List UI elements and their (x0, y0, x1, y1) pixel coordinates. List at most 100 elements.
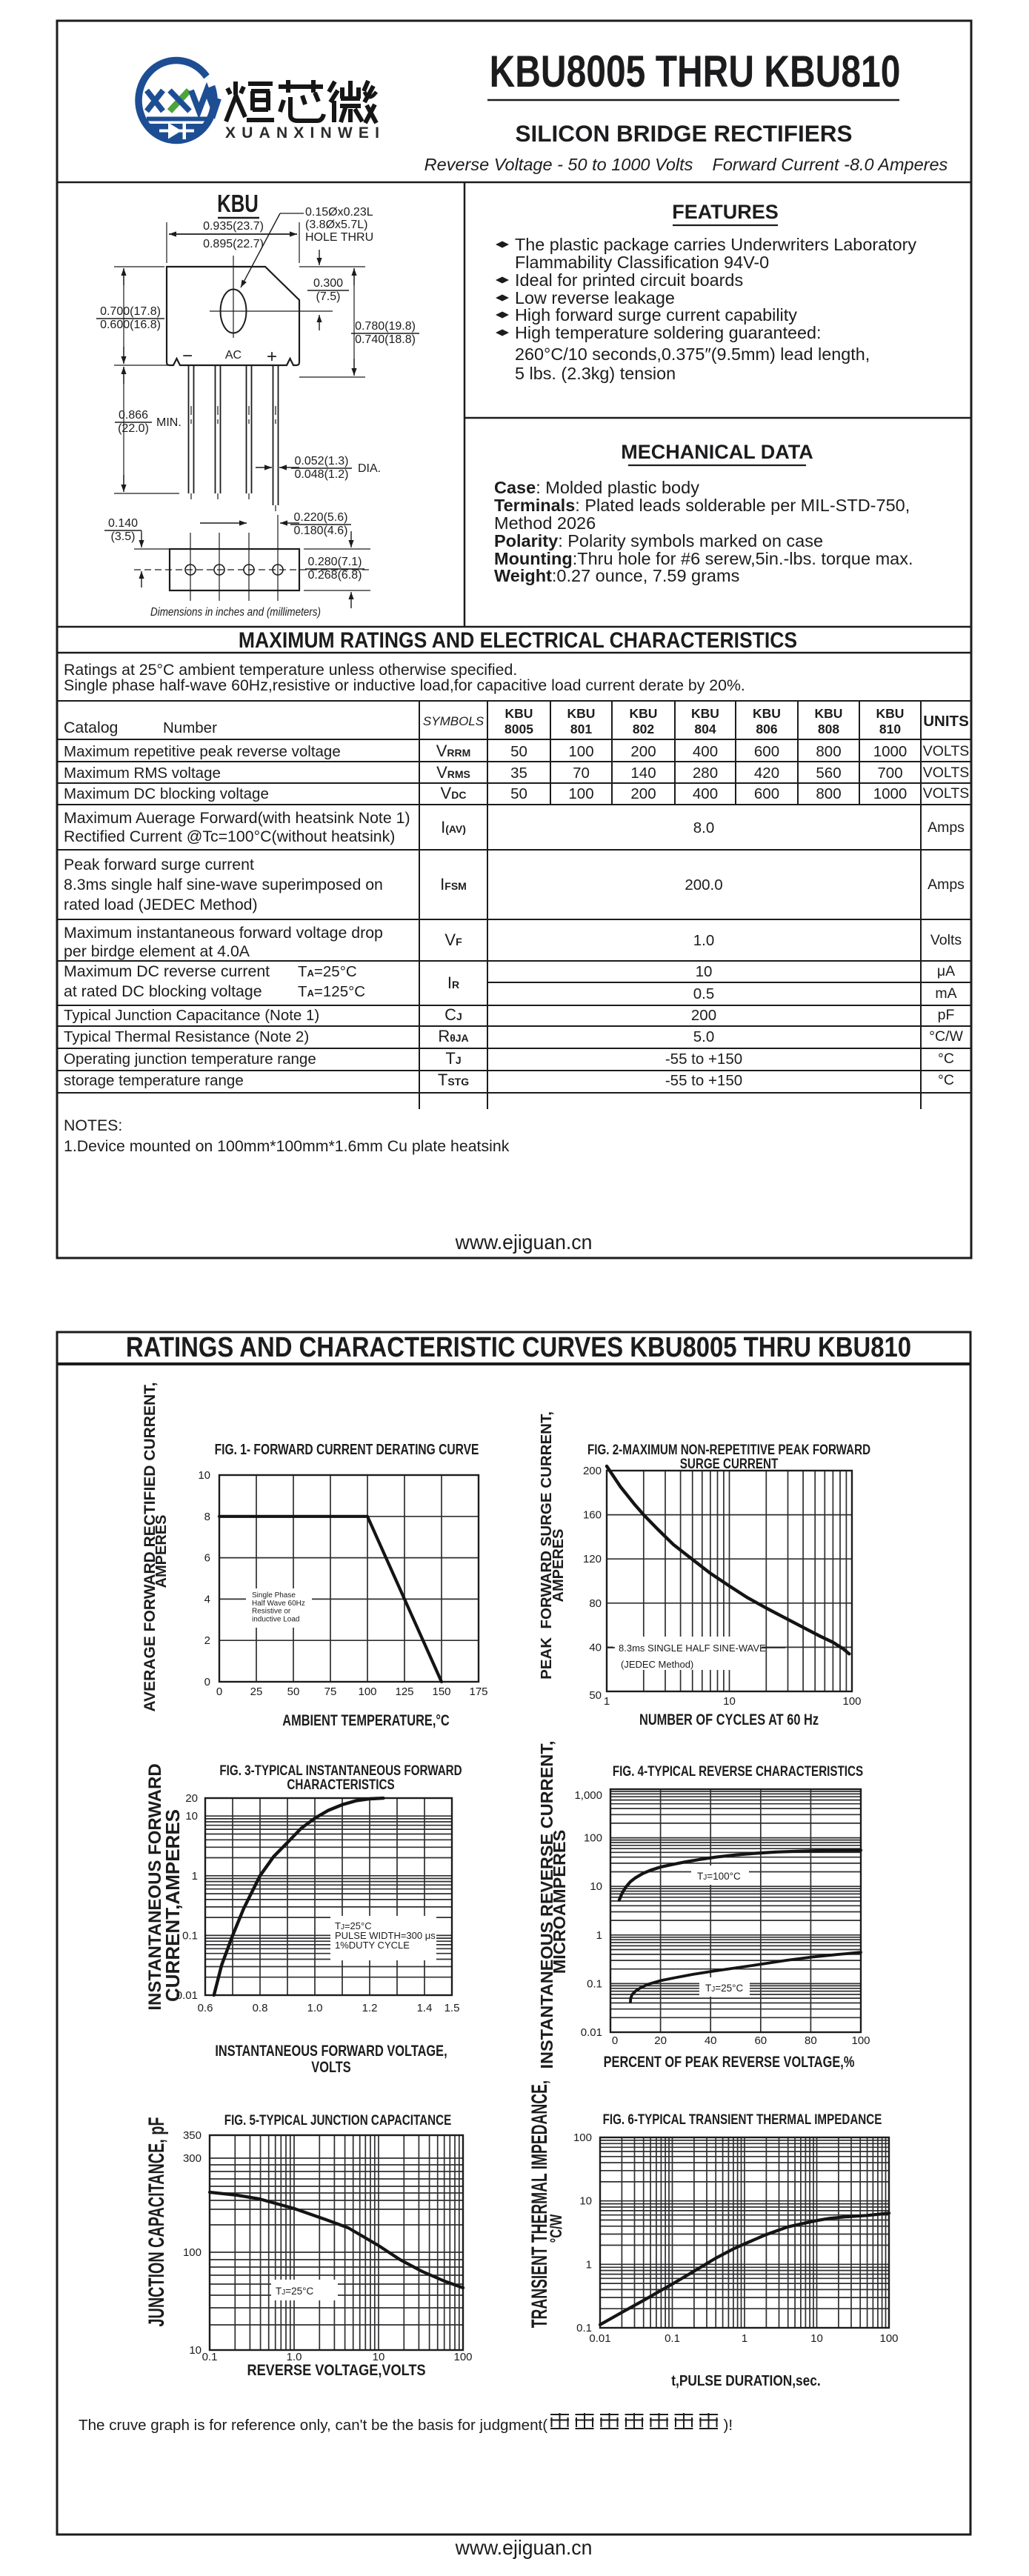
svg-text:808: 808 (818, 722, 839, 736)
svg-text:PERCENT OF PEAK REVERSE VOLTAG: PERCENT OF PEAK REVERSE VOLTAGE,% (604, 2053, 855, 2070)
svg-text:www.ejiguan.cn: www.ejiguan.cn (455, 1230, 593, 1254)
svg-text:200.0: 200.0 (685, 876, 722, 893)
svg-text:0.8: 0.8 (253, 2002, 268, 2014)
svg-text:1000: 1000 (873, 785, 908, 802)
svg-text:160: 160 (583, 1509, 602, 1522)
svg-text:rated load (JEDEC Method): rated load (JEDEC Method) (64, 896, 258, 913)
svg-text:280: 280 (693, 765, 718, 782)
svg-text:High forward surge current cap: High forward surge current capability (515, 305, 797, 325)
svg-text:1: 1 (586, 2258, 592, 2271)
svg-text:40: 40 (705, 2034, 717, 2047)
svg-text:(7.5): (7.5) (316, 290, 341, 303)
svg-text:KBU: KBU (815, 706, 843, 721)
svg-text:1%DUTY CYCLE: 1%DUTY CYCLE (335, 1940, 410, 1951)
svg-text:(3.5): (3.5) (111, 530, 136, 543)
svg-text:SILICON BRIDGE RECTIFIERS: SILICON BRIDGE RECTIFIERS (515, 120, 852, 147)
svg-text:0.01: 0.01 (581, 2026, 602, 2039)
svg-text:KBU: KBU (876, 706, 905, 721)
svg-text:20: 20 (654, 2034, 667, 2047)
svg-text:140: 140 (630, 765, 656, 782)
svg-text:TSTG: TSTG (438, 1071, 469, 1089)
svg-text:MAXIMUM RATINGS AND ELECTRICAL: MAXIMUM RATINGS AND ELECTRICAL CHARACTER… (239, 628, 797, 653)
svg-text:1.0: 1.0 (307, 2002, 323, 2014)
svg-text:UNITS: UNITS (923, 713, 969, 730)
svg-text:8.3ms single half sine-wave su: 8.3ms single half sine-wave superimposed… (64, 876, 383, 893)
svg-text:806: 806 (756, 722, 777, 736)
svg-text:0.1: 0.1 (182, 1929, 198, 1942)
svg-text:pF: pF (938, 1007, 955, 1023)
svg-text:High temperature soldering gua: High temperature soldering guaranteed: (515, 323, 822, 342)
svg-text:Terminals: Plated leads solder: Terminals: Plated leads solderable per M… (494, 496, 910, 515)
svg-text:10: 10 (198, 1469, 210, 1482)
svg-text:100: 100 (183, 2246, 202, 2259)
svg-text:SYMBOLS: SYMBOLS (423, 714, 484, 728)
svg-text:Maximum DC blocking voltage: Maximum DC blocking voltage (64, 785, 269, 802)
svg-text:60: 60 (754, 2034, 767, 2047)
svg-text:8005: 8005 (504, 722, 533, 736)
svg-text:Single Phase: Single Phase (252, 1591, 296, 1600)
svg-text:Amps: Amps (928, 819, 965, 836)
svg-text:PEAK FORWARD SURGE CURRENT,: PEAK FORWARD SURGE CURRENT, (538, 1411, 555, 1680)
svg-text:INSTANTANEOUS FORWARD VOLTAGE,: INSTANTANEOUS FORWARD VOLTAGE, (215, 2042, 447, 2059)
svg-text:0.740(18.8): 0.740(18.8) (355, 333, 416, 346)
svg-text:50: 50 (510, 743, 527, 760)
svg-text:10: 10 (579, 2195, 592, 2208)
svg-text:0.140: 0.140 (108, 517, 138, 530)
svg-text:100: 100 (568, 785, 593, 802)
svg-text:Half Wave 60Hz: Half Wave 60Hz (252, 1600, 305, 1608)
svg-text:Ratings at 25°C ambient temper: Ratings at 25°C ambient temperature unle… (64, 661, 517, 679)
svg-text:(22.0): (22.0) (118, 422, 149, 435)
svg-text:INSTANTANEOUS REVERSE CURRENT,: INSTANTANEOUS REVERSE CURRENT, (537, 1740, 556, 2069)
svg-text:1000: 1000 (873, 743, 908, 760)
svg-text:NUMBER OF CYCLES AT 60 Hz: NUMBER OF CYCLES AT 60 Hz (639, 1711, 819, 1728)
svg-text:NOTES:: NOTES: (64, 1116, 122, 1134)
svg-text:0.052(1.3): 0.052(1.3) (295, 455, 349, 467)
svg-text:600: 600 (754, 785, 779, 802)
svg-text:Rectified Current @Tc=100°C(wi: Rectified Current @Tc=100°C(without heat… (64, 828, 395, 845)
svg-text:JUNCTION CAPACITANCE, pF: JUNCTION CAPACITANCE, pF (144, 2117, 169, 2327)
svg-text:per birdge element at 4.0A: per birdge element at 4.0A (64, 942, 250, 960)
svg-text:200: 200 (691, 1007, 716, 1024)
svg-text:80: 80 (805, 2034, 817, 2047)
svg-text:300: 300 (183, 2152, 202, 2165)
svg-text:Method 2026: Method 2026 (494, 513, 596, 533)
svg-text:2: 2 (204, 1634, 210, 1647)
svg-text:DIA.: DIA. (358, 462, 381, 475)
svg-text:25: 25 (250, 1685, 263, 1698)
svg-text:RθJA: RθJA (438, 1027, 468, 1045)
svg-text:0.700(17.8): 0.700(17.8) (100, 305, 161, 318)
svg-text:CJ: CJ (444, 1005, 462, 1024)
svg-text:MICROAMPERES: MICROAMPERES (550, 1830, 569, 1974)
svg-text:10: 10 (723, 1695, 736, 1708)
svg-text:TRANSIENT THERMAL IMPEDANCE,: TRANSIENT THERMAL IMPEDANCE, (527, 2080, 552, 2328)
svg-text:70: 70 (573, 765, 590, 782)
svg-text:Ideal for printed circuit boar: Ideal for printed circuit boards (515, 270, 743, 290)
svg-text:FIG. 3-TYPICAL INSTANTANEOUS F: FIG. 3-TYPICAL INSTANTANEOUS FORWARD (219, 1762, 462, 1778)
svg-text:560: 560 (816, 765, 841, 782)
svg-text:0: 0 (612, 2034, 618, 2047)
svg-text:0.300: 0.300 (313, 277, 343, 290)
svg-text:KBU: KBU (217, 190, 259, 218)
svg-text:FIG. 2-MAXIMUM NON-REPETITIVE: FIG. 2-MAXIMUM NON-REPETITIVE PEAK FORWA… (587, 1441, 870, 1457)
svg-text:Maximum repetitive peak revers: Maximum repetitive peak reverse voltage (64, 743, 341, 760)
svg-text:FIG. 5-TYPICAL JUNCTION CAPACI: FIG. 5-TYPICAL JUNCTION CAPACITANCE (224, 2111, 451, 2128)
svg-text:Maximum Auerage Forward(with h: Maximum Auerage Forward(with heatsink No… (64, 809, 410, 827)
svg-text:1.Device mounted on 100mm*100m: 1.Device mounted on 100mm*100mm*1.6mm Cu… (64, 1137, 510, 1155)
svg-text:5.0: 5.0 (693, 1028, 715, 1045)
svg-text:Weight:0.27 ounce, 7.59 grams: Weight:0.27 ounce, 7.59 grams (494, 566, 739, 585)
svg-text:1.0: 1.0 (287, 2351, 302, 2363)
svg-text:Case: Molded plastic body: Case: Molded plastic body (494, 478, 699, 497)
svg-text:6: 6 (204, 1552, 210, 1565)
svg-text:0.866: 0.866 (119, 409, 148, 422)
svg-text:0.268(6.8): 0.268(6.8) (308, 569, 362, 582)
svg-text:20: 20 (185, 1792, 198, 1805)
svg-text:175: 175 (469, 1685, 487, 1698)
svg-text:1,000: 1,000 (574, 1789, 602, 1802)
svg-text:Resistive or: Resistive or (252, 1608, 291, 1616)
svg-text:0.15Øx0.23L: 0.15Øx0.23L (305, 206, 373, 219)
svg-text:KBU: KBU (753, 706, 781, 721)
svg-text:10: 10 (810, 2332, 823, 2345)
svg-text:t,PULSE DURATION,sec.: t,PULSE DURATION,sec. (671, 2372, 820, 2389)
svg-text:AMPERES: AMPERES (550, 1529, 567, 1602)
svg-text:801: 801 (570, 722, 592, 736)
